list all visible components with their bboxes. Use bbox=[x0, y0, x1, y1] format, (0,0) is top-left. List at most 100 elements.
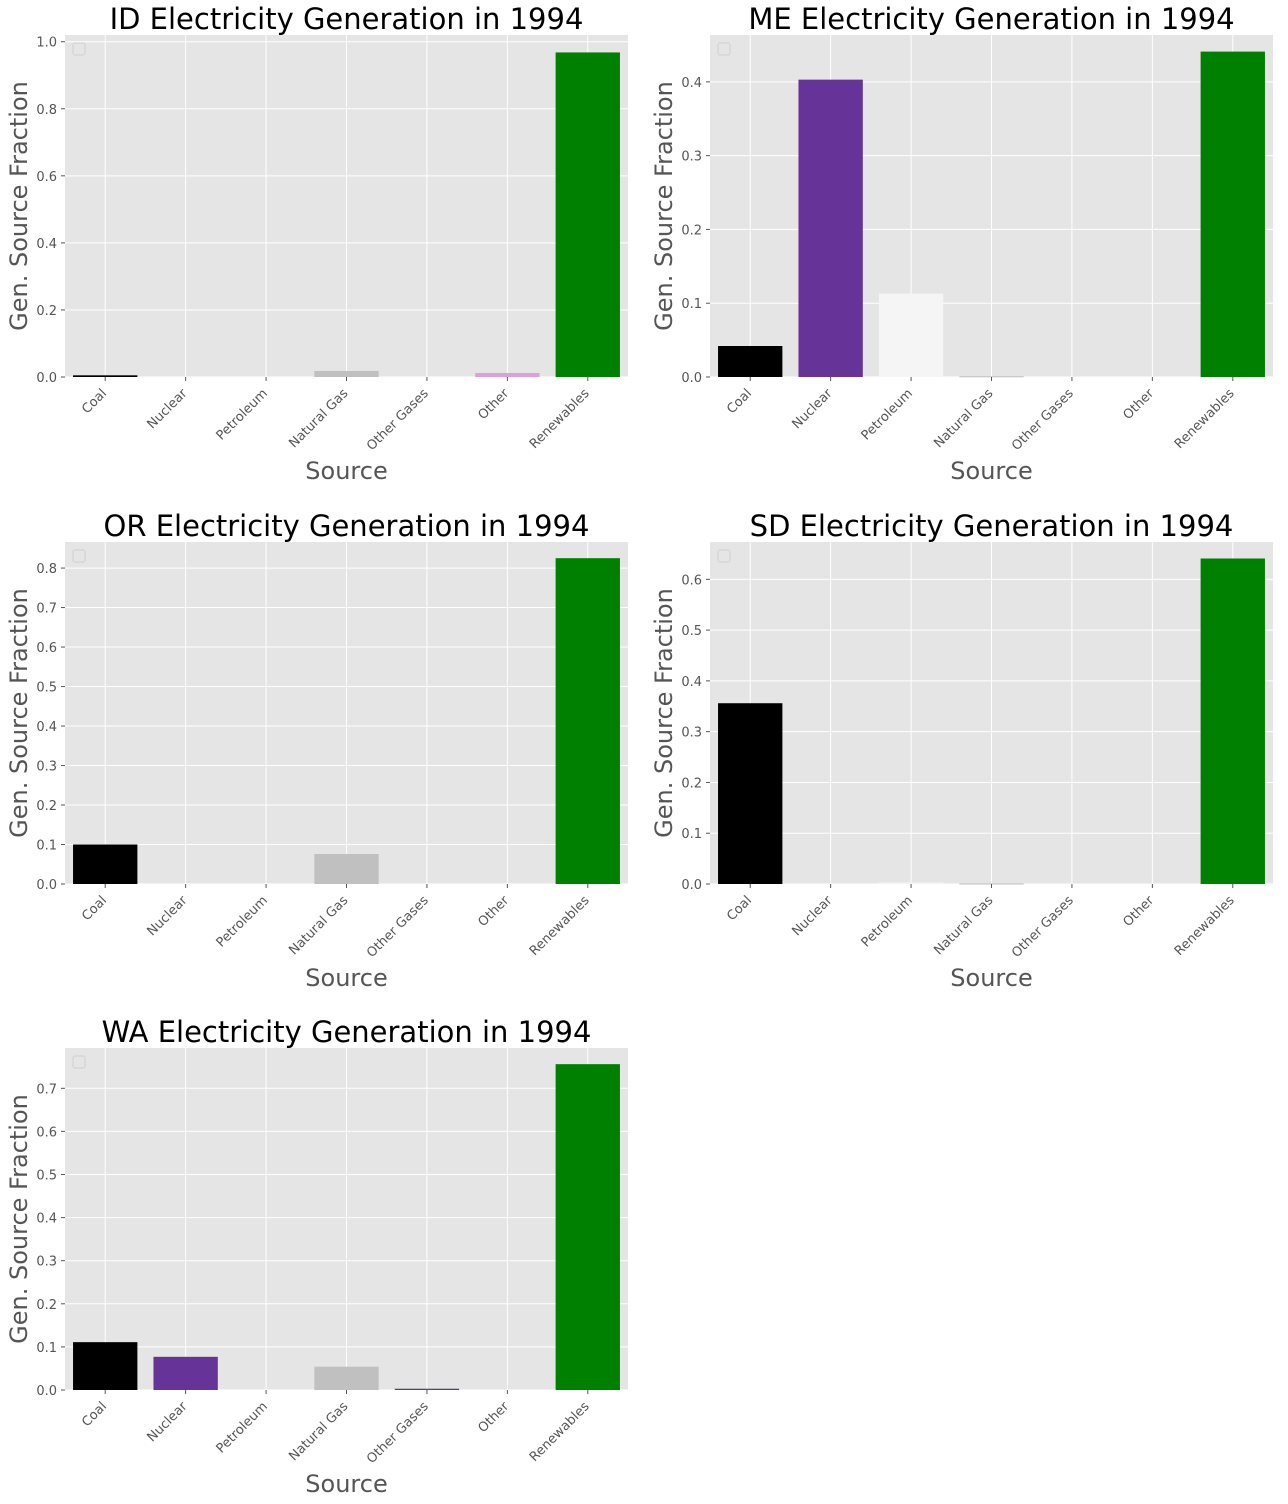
legend-box bbox=[72, 1055, 86, 1069]
y-tick-label: 0.3 bbox=[681, 726, 702, 741]
y-tick-label: 0.8 bbox=[36, 562, 57, 577]
y-axis-label: Gen. Source Fraction bbox=[5, 588, 33, 838]
x-tick-label: Coal bbox=[724, 893, 755, 924]
chart-title: WA Electricity Generation in 1994 bbox=[102, 1015, 592, 1049]
bar-coal bbox=[718, 346, 783, 377]
y-tick-label: 0.1 bbox=[36, 1341, 57, 1356]
x-tick-label: Renewables bbox=[527, 386, 593, 452]
x-tick-label: Nuclear bbox=[144, 893, 190, 939]
bar-renewables bbox=[1200, 558, 1265, 884]
y-tick-label: 0.6 bbox=[36, 170, 57, 185]
bar-nuclear bbox=[798, 79, 863, 377]
x-tick-label: Other Gases bbox=[364, 893, 432, 961]
bar-petroleum bbox=[878, 882, 944, 884]
x-tick-label: Other bbox=[1120, 386, 1157, 423]
x-tick-label: Nuclear bbox=[789, 893, 835, 939]
x-axis-label: Source bbox=[305, 457, 387, 485]
y-tick-label: 0.6 bbox=[681, 573, 702, 588]
x-axis-label: Source bbox=[950, 964, 1032, 992]
x-tick-label: Other Gases bbox=[1009, 386, 1077, 454]
y-axis-label: Gen. Source Fraction bbox=[5, 1094, 33, 1344]
y-tick-label: 0.1 bbox=[36, 839, 57, 854]
y-tick-label: 0.2 bbox=[681, 223, 702, 238]
y-tick-label: 0.0 bbox=[36, 1384, 57, 1399]
y-tick-label: 0.4 bbox=[36, 720, 57, 735]
y-tick-label: 0.4 bbox=[681, 76, 702, 91]
y-tick-label: 0.4 bbox=[36, 237, 57, 252]
y-tick-label: 0.5 bbox=[36, 681, 57, 696]
chart-panel: 0.0 0.2 0.4 0.6 0.8 1.0 Coal Nuclear Petroleum Na… bbox=[5, 2, 628, 485]
y-tick-label: 0.7 bbox=[36, 1082, 57, 1097]
y-tick-label: 0.4 bbox=[36, 1212, 57, 1227]
chart-title: ME Electricity Generation in 1994 bbox=[748, 2, 1234, 36]
y-tick-label: 0.3 bbox=[36, 1255, 57, 1270]
y-tick-label: 0.2 bbox=[681, 776, 702, 791]
x-tick-label: Other Gases bbox=[364, 386, 432, 454]
y-axis-label: Gen. Source Fraction bbox=[650, 81, 678, 331]
x-tick-label: Petroleum bbox=[859, 893, 916, 950]
legend-box bbox=[717, 549, 731, 563]
legend-box bbox=[72, 549, 86, 563]
chart-panel: 0.0 0.1 0.2 0.3 0.4 0.5 0.6 Coal Nuclear Petroleu… bbox=[650, 509, 1273, 992]
x-tick-label: Coal bbox=[79, 893, 110, 924]
bar-petroleum bbox=[878, 293, 944, 377]
x-tick-label: Other bbox=[475, 386, 512, 423]
x-tick-label: Nuclear bbox=[789, 386, 835, 432]
x-tick-label: Natural Gas bbox=[286, 386, 351, 451]
chart-title: SD Electricity Generation in 1994 bbox=[750, 509, 1234, 543]
x-tick-label: Natural Gas bbox=[286, 893, 351, 958]
bar-coal bbox=[718, 703, 783, 884]
y-tick-label: 0.1 bbox=[681, 827, 702, 842]
x-tick-label: Other bbox=[1120, 893, 1157, 930]
x-tick-label: Petroleum bbox=[859, 386, 916, 443]
y-tick-label: 0.0 bbox=[36, 878, 57, 893]
x-tick-label: Coal bbox=[79, 1399, 110, 1430]
x-tick-label: Other bbox=[475, 1399, 512, 1436]
y-tick-label: 0.0 bbox=[36, 371, 57, 386]
y-tick-label: 0.0 bbox=[681, 878, 702, 893]
x-tick-label: Renewables bbox=[527, 1399, 593, 1465]
legend-box bbox=[72, 42, 86, 56]
bar-natural-gas bbox=[959, 883, 1024, 885]
x-tick-label: Renewables bbox=[1172, 386, 1238, 452]
bar-other bbox=[475, 372, 540, 377]
x-tick-label: Coal bbox=[79, 386, 110, 417]
bar-renewables bbox=[555, 1064, 620, 1390]
y-tick-label: 0.2 bbox=[36, 1298, 57, 1313]
y-tick-label: 0.1 bbox=[681, 297, 702, 312]
bar-renewables bbox=[555, 558, 620, 884]
bar-other-gases bbox=[394, 1388, 460, 1390]
x-tick-label: Renewables bbox=[527, 893, 593, 959]
x-tick-label: Natural Gas bbox=[931, 893, 996, 958]
y-tick-label: 0.5 bbox=[36, 1168, 57, 1183]
y-tick-label: 1.0 bbox=[36, 36, 57, 51]
legend-box bbox=[717, 42, 731, 56]
x-tick-label: Nuclear bbox=[144, 1399, 190, 1445]
bar-coal bbox=[73, 1342, 138, 1390]
y-tick-label: 0.7 bbox=[36, 602, 57, 617]
chart-panel: 0.0 0.1 0.2 0.3 0.4 Coal Nuclear Petroleum Natur… bbox=[650, 2, 1273, 485]
bar-renewables bbox=[1200, 51, 1265, 378]
x-axis-label: Source bbox=[950, 457, 1032, 485]
y-tick-label: 0.3 bbox=[681, 150, 702, 165]
bar-natural-gas bbox=[314, 853, 379, 884]
chart-title: OR Electricity Generation in 1994 bbox=[104, 509, 590, 543]
y-tick-label: 0.6 bbox=[36, 1125, 57, 1140]
y-tick-label: 0.2 bbox=[36, 799, 57, 814]
bar-renewables bbox=[555, 52, 620, 377]
y-tick-label: 0.2 bbox=[36, 304, 57, 319]
bar-natural-gas bbox=[314, 1366, 379, 1390]
x-tick-label: Other Gases bbox=[364, 1399, 432, 1467]
x-tick-label: Coal bbox=[724, 386, 755, 417]
bar-natural-gas bbox=[314, 370, 379, 377]
y-tick-label: 0.6 bbox=[36, 641, 57, 656]
x-tick-label: Other Gases bbox=[1009, 893, 1077, 961]
x-tick-label: Natural Gas bbox=[286, 1399, 351, 1464]
y-axis-label: Gen. Source Fraction bbox=[5, 81, 33, 331]
y-tick-label: 0.3 bbox=[36, 760, 57, 775]
bar-coal bbox=[73, 375, 138, 377]
x-tick-label: Renewables bbox=[1172, 893, 1238, 959]
y-tick-label: 0.0 bbox=[681, 371, 702, 386]
x-tick-label: Other bbox=[475, 893, 512, 930]
